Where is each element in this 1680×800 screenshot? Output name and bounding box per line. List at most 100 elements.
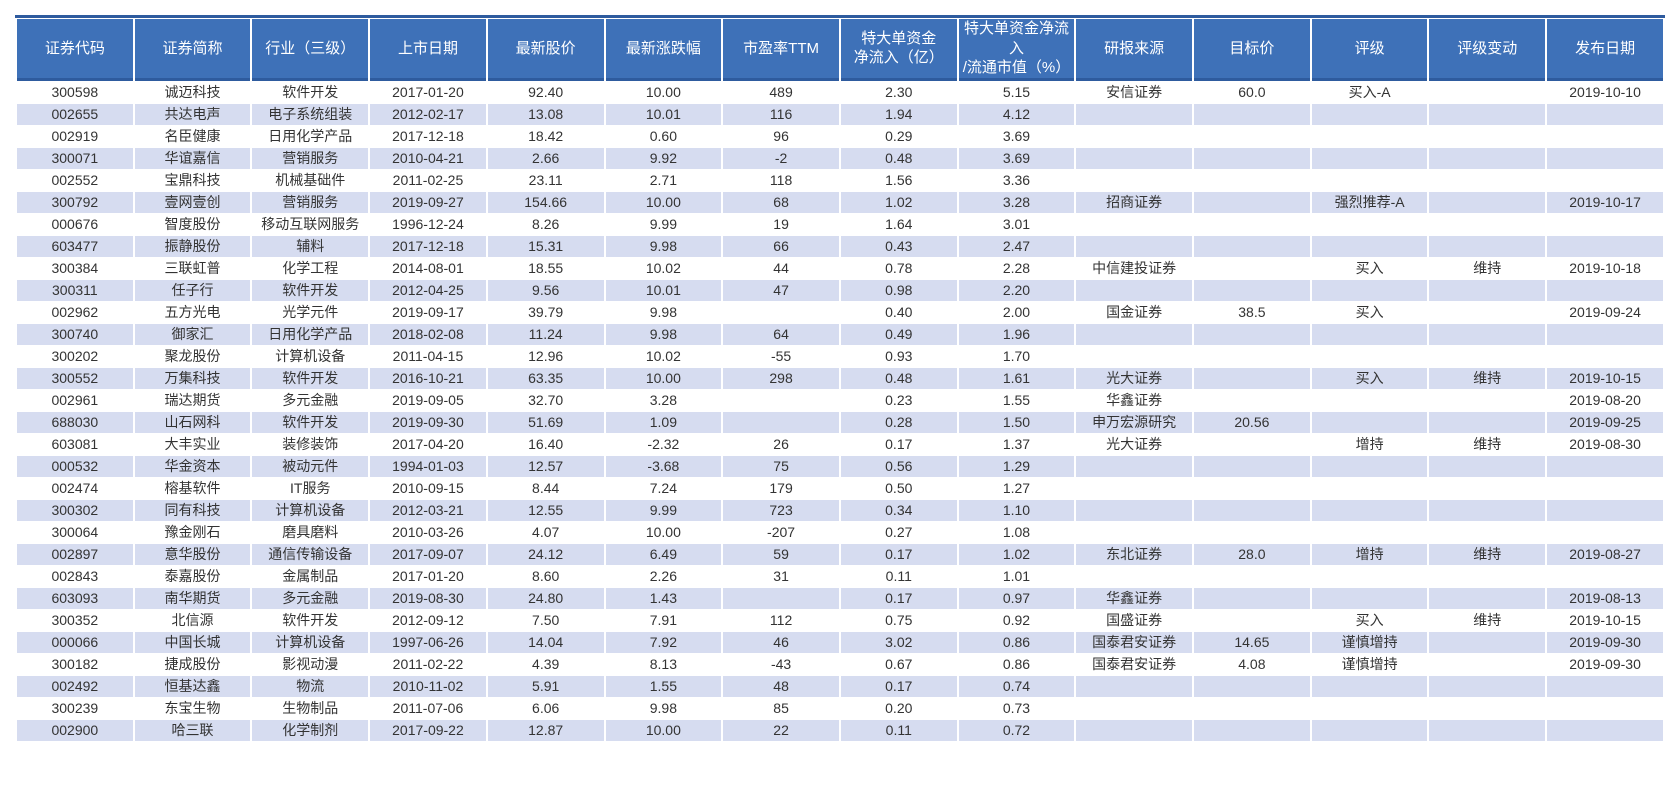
table-cell[interactable]: [1194, 521, 1310, 543]
table-cell[interactable]: 维持: [1429, 433, 1546, 455]
table-cell[interactable]: [1429, 279, 1546, 301]
table-cell[interactable]: 0.60: [605, 125, 722, 147]
table-cell[interactable]: [723, 587, 839, 609]
table-cell[interactable]: 软件开发: [252, 609, 369, 631]
table-cell[interactable]: 9.98: [605, 301, 722, 323]
table-cell[interactable]: 723: [723, 499, 839, 521]
table-cell[interactable]: [1311, 147, 1428, 169]
table-cell[interactable]: 002897: [17, 543, 133, 565]
column-header-0[interactable]: 证券代码: [17, 19, 133, 81]
table-cell[interactable]: 300202: [17, 345, 133, 367]
table-cell[interactable]: [1076, 477, 1193, 499]
table-cell[interactable]: [1311, 235, 1428, 257]
table-cell[interactable]: 影视动漫: [252, 653, 369, 675]
table-cell[interactable]: 招商证券: [1076, 191, 1193, 213]
table-cell[interactable]: 300740: [17, 323, 133, 345]
table-cell[interactable]: 5.15: [958, 81, 1075, 103]
table-cell[interactable]: 8.60: [487, 565, 604, 587]
table-cell[interactable]: 68: [723, 191, 839, 213]
column-header-5[interactable]: 最新涨跌幅: [605, 19, 722, 81]
table-cell[interactable]: [1429, 565, 1546, 587]
table-cell[interactable]: 1.94: [840, 103, 957, 125]
table-cell[interactable]: 9.99: [605, 213, 722, 235]
table-cell[interactable]: 1.01: [958, 565, 1075, 587]
table-cell[interactable]: 2.30: [840, 81, 957, 103]
table-cell[interactable]: [1076, 565, 1193, 587]
table-cell[interactable]: 谨慎增持: [1311, 631, 1428, 653]
table-cell[interactable]: 买入-A: [1311, 81, 1428, 103]
table-cell[interactable]: 振静股份: [134, 235, 251, 257]
table-cell[interactable]: [1194, 675, 1310, 697]
table-cell[interactable]: 12.57: [487, 455, 604, 477]
table-cell[interactable]: [1194, 213, 1310, 235]
table-cell[interactable]: 0.72: [958, 719, 1075, 741]
table-cell[interactable]: 金属制品: [252, 565, 369, 587]
table-cell[interactable]: 买入: [1311, 367, 1428, 389]
table-cell[interactable]: [1311, 169, 1428, 191]
table-cell[interactable]: 0.48: [840, 147, 957, 169]
table-cell[interactable]: [723, 389, 839, 411]
table-cell[interactable]: 1.55: [605, 675, 722, 697]
table-cell[interactable]: 000532: [17, 455, 133, 477]
table-cell[interactable]: 112: [723, 609, 839, 631]
table-cell[interactable]: 3.69: [958, 147, 1075, 169]
table-cell[interactable]: 华鑫证券: [1076, 389, 1193, 411]
table-cell[interactable]: 意华股份: [134, 543, 251, 565]
table-cell[interactable]: [1311, 103, 1428, 125]
table-cell[interactable]: [1076, 675, 1193, 697]
table-cell[interactable]: [1311, 323, 1428, 345]
table-cell[interactable]: 东北证券: [1076, 543, 1193, 565]
table-cell[interactable]: 24.80: [487, 587, 604, 609]
table-cell[interactable]: 7.24: [605, 477, 722, 499]
table-cell[interactable]: 19: [723, 213, 839, 235]
table-cell[interactable]: 软件开发: [252, 367, 369, 389]
table-cell[interactable]: 0.86: [958, 631, 1075, 653]
table-cell[interactable]: 6.49: [605, 543, 722, 565]
table-cell[interactable]: 电子系统组装: [252, 103, 369, 125]
table-cell[interactable]: 10.00: [605, 367, 722, 389]
table-cell[interactable]: 2019-09-05: [370, 389, 486, 411]
table-cell[interactable]: 75: [723, 455, 839, 477]
table-cell[interactable]: 3.36: [958, 169, 1075, 191]
table-cell[interactable]: 1996-12-24: [370, 213, 486, 235]
table-cell[interactable]: 1.08: [958, 521, 1075, 543]
table-cell[interactable]: 9.92: [605, 147, 722, 169]
table-cell[interactable]: 2.66: [487, 147, 604, 169]
table-cell[interactable]: 11.24: [487, 323, 604, 345]
table-cell[interactable]: [1429, 191, 1546, 213]
table-cell[interactable]: 2019-09-30: [370, 411, 486, 433]
table-cell[interactable]: 计算机设备: [252, 345, 369, 367]
table-cell[interactable]: [1429, 499, 1546, 521]
table-cell[interactable]: 32.70: [487, 389, 604, 411]
table-cell[interactable]: 2019-10-18: [1547, 257, 1663, 279]
table-cell[interactable]: 1.50: [958, 411, 1075, 433]
table-cell[interactable]: 辅料: [252, 235, 369, 257]
table-cell[interactable]: 7.92: [605, 631, 722, 653]
table-cell[interactable]: [1429, 521, 1546, 543]
table-cell[interactable]: 物流: [252, 675, 369, 697]
table-cell[interactable]: 0.98: [840, 279, 957, 301]
table-cell[interactable]: 2018-02-08: [370, 323, 486, 345]
table-cell[interactable]: 1994-01-03: [370, 455, 486, 477]
table-cell[interactable]: 002962: [17, 301, 133, 323]
table-cell[interactable]: [1429, 103, 1546, 125]
table-cell[interactable]: 2017-04-20: [370, 433, 486, 455]
table-cell[interactable]: 2017-12-18: [370, 235, 486, 257]
table-cell[interactable]: [1547, 565, 1663, 587]
table-cell[interactable]: 5.91: [487, 675, 604, 697]
table-cell[interactable]: 2019-08-13: [1547, 587, 1663, 609]
table-cell[interactable]: [1194, 191, 1310, 213]
table-cell[interactable]: 2012-04-25: [370, 279, 486, 301]
table-cell[interactable]: [1429, 411, 1546, 433]
table-cell[interactable]: [1547, 125, 1663, 147]
table-cell[interactable]: 2010-09-15: [370, 477, 486, 499]
table-cell[interactable]: 三联虹普: [134, 257, 251, 279]
table-cell[interactable]: 10.00: [605, 521, 722, 543]
table-cell[interactable]: [1429, 213, 1546, 235]
table-cell[interactable]: [723, 411, 839, 433]
table-cell[interactable]: 22: [723, 719, 839, 741]
table-cell[interactable]: [1194, 125, 1310, 147]
table-cell[interactable]: 0.17: [840, 587, 957, 609]
table-cell[interactable]: [1076, 455, 1193, 477]
table-cell[interactable]: 1.61: [958, 367, 1075, 389]
